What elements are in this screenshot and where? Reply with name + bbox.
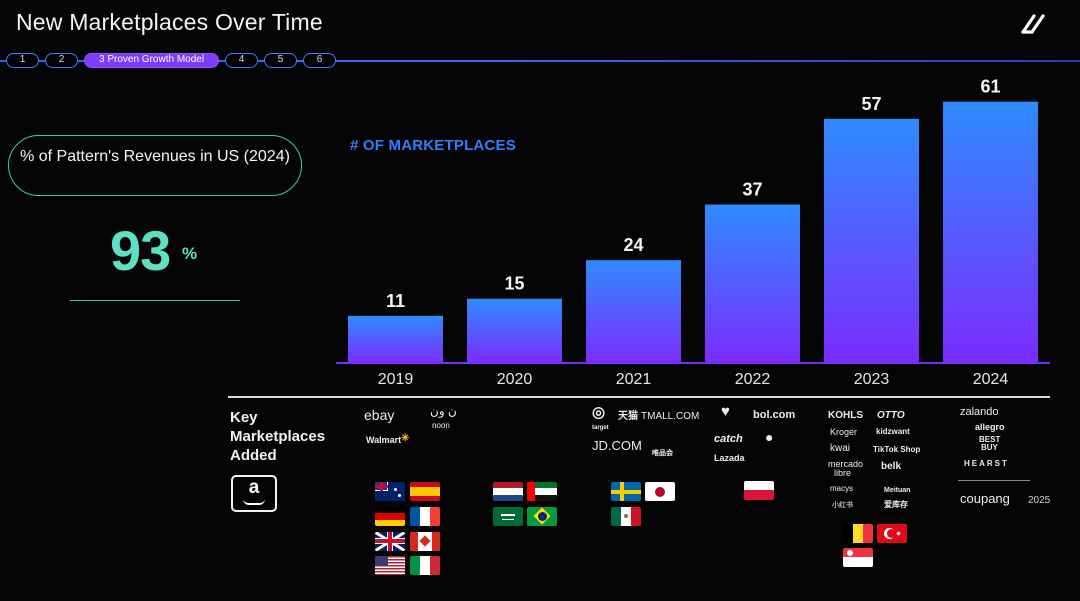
key-label-line-2: Marketplaces — [230, 428, 326, 445]
flag-netherlands-icon — [493, 482, 523, 501]
flag-turkey-icon — [877, 524, 907, 543]
best-buy-logo-line-2: BUY — [981, 443, 998, 452]
step-3-active[interactable]: 3 Proven Growth Model — [84, 53, 220, 68]
flag-belgium-icon — [843, 524, 873, 543]
tmall-logo-cn: 天猫 — [618, 411, 638, 422]
flag-mexico-icon — [611, 507, 641, 526]
page-title: New Marketplaces Over Time — [16, 9, 323, 35]
flag-saudi-arabia-icon — [493, 507, 523, 526]
progress-line — [0, 60, 1080, 62]
aikucun-logo: 爱库存 — [884, 500, 908, 509]
kpi-label: % of Pattern's Revenues in US (2024) — [8, 135, 302, 196]
kohls-logo: KOHLS — [828, 410, 863, 421]
flag-australia-icon — [375, 482, 405, 501]
belk-logo: belk — [881, 461, 902, 472]
kpi-value: 93 — [110, 219, 171, 282]
flag-italy-icon — [410, 556, 440, 575]
flag-germany-icon — [375, 507, 405, 526]
x-tick-2022: 2022 — [735, 371, 771, 388]
otto-logo: OTTO — [877, 410, 905, 421]
coupang-year-badge: 2025 — [1028, 495, 1051, 506]
lazada-logo: Lazada — [714, 453, 745, 463]
table-divider — [228, 396, 1050, 398]
flag-japan-icon — [645, 482, 675, 501]
bar-2021 — [586, 260, 681, 363]
flag-uk-icon — [375, 532, 405, 551]
kwai-logo: kwai — [830, 443, 851, 454]
allegro-logo: allegro — [975, 422, 1005, 432]
noon-logo-arabic: ن ون — [430, 404, 457, 418]
step-6[interactable]: 6 — [303, 53, 337, 68]
x-tick-2021: 2021 — [616, 371, 652, 388]
flag-canada-icon — [410, 532, 440, 551]
best-buy-logo-line-1: BEST — [979, 435, 1001, 444]
flag-sweden-icon — [611, 482, 641, 501]
flag-poland-icon — [744, 481, 774, 500]
x-tick-2023: 2023 — [854, 371, 890, 388]
coupang-logo: coupang — [960, 491, 1010, 506]
vipshop-logo: 唯品会 — [652, 450, 673, 457]
value-label-2022: 37 — [742, 180, 762, 200]
flag-usa-icon — [375, 556, 405, 575]
step-4[interactable]: 4 — [225, 53, 259, 68]
jd-logo: JD.COM — [592, 438, 642, 453]
macys-logo: macys — [830, 484, 854, 493]
key-label-line-3: Added — [230, 447, 277, 464]
key-marketplaces-label: Key Marketplaces Added — [230, 408, 325, 465]
hearst-logo: HEARST — [964, 459, 1009, 468]
bar-2019 — [348, 315, 443, 363]
value-label-2020: 15 — [504, 274, 524, 294]
tmall-logo: TMALL.COM — [641, 411, 700, 422]
x-tick-2024: 2024 — [973, 371, 1009, 388]
value-label-2021: 24 — [623, 235, 643, 255]
chart-title: # OF MARKETPLACES — [350, 137, 516, 154]
flag-france-icon — [410, 507, 440, 526]
meituan-logo: Meituan — [884, 487, 911, 494]
bar-2022 — [705, 204, 800, 363]
bar-2024 — [943, 101, 1038, 364]
kpi-divider — [70, 300, 240, 301]
step-2[interactable]: 2 — [45, 53, 78, 68]
tiktok-shop-logo: TikTok Shop — [873, 445, 921, 454]
bar-2023 — [824, 118, 919, 364]
flag-spain-icon — [410, 482, 440, 501]
flag-brazil-icon — [527, 507, 557, 526]
kpi-unit: % — [182, 244, 198, 263]
amazon-logo: a — [231, 475, 277, 512]
ebay-logo: ebay — [364, 407, 395, 423]
target-icon: ◎ — [592, 404, 606, 421]
kroger-logo: Kroger — [830, 427, 858, 437]
amazon-letter: a — [248, 477, 260, 498]
noon-logo: noon — [432, 421, 450, 430]
zalando-logo: zalando — [960, 406, 999, 418]
step-navigation: 1 2 3 Proven Growth Model 4 5 6 — [6, 53, 337, 68]
mercado-logo: mercado — [828, 459, 864, 469]
coupang-divider — [958, 480, 1030, 481]
target-logo: target — [592, 425, 609, 431]
key-label-line-1: Key — [230, 409, 258, 426]
heart-brand-icon: ♥ — [721, 403, 730, 420]
value-label-2019: 11 — [386, 291, 405, 311]
flag-uae-icon — [527, 482, 557, 501]
flag-singapore-icon — [843, 548, 873, 567]
xiaohongshu-logo: 小红书 — [832, 502, 853, 509]
catch-logo: catch — [714, 433, 743, 445]
amazon-smile-icon — [243, 499, 265, 505]
kidzwant-logo: kidzwant — [876, 427, 910, 436]
walmart-spark-icon: ✳ — [401, 433, 410, 444]
x-tick-2019: 2019 — [378, 371, 414, 388]
x-tick-2020: 2020 — [497, 371, 533, 388]
bar-2020 — [467, 298, 562, 363]
libre-logo: libre — [834, 468, 852, 478]
brand-logo-icon — [1021, 14, 1045, 34]
value-label-2023: 57 — [861, 94, 881, 114]
bol-logo: bol.com — [753, 409, 796, 421]
walmart-logo: Walmart — [366, 435, 402, 445]
value-label-2024: 61 — [980, 77, 1000, 97]
step-5[interactable]: 5 — [264, 53, 298, 68]
step-1[interactable]: 1 — [6, 53, 39, 68]
thumbs-up-icon: ● — [765, 429, 774, 445]
